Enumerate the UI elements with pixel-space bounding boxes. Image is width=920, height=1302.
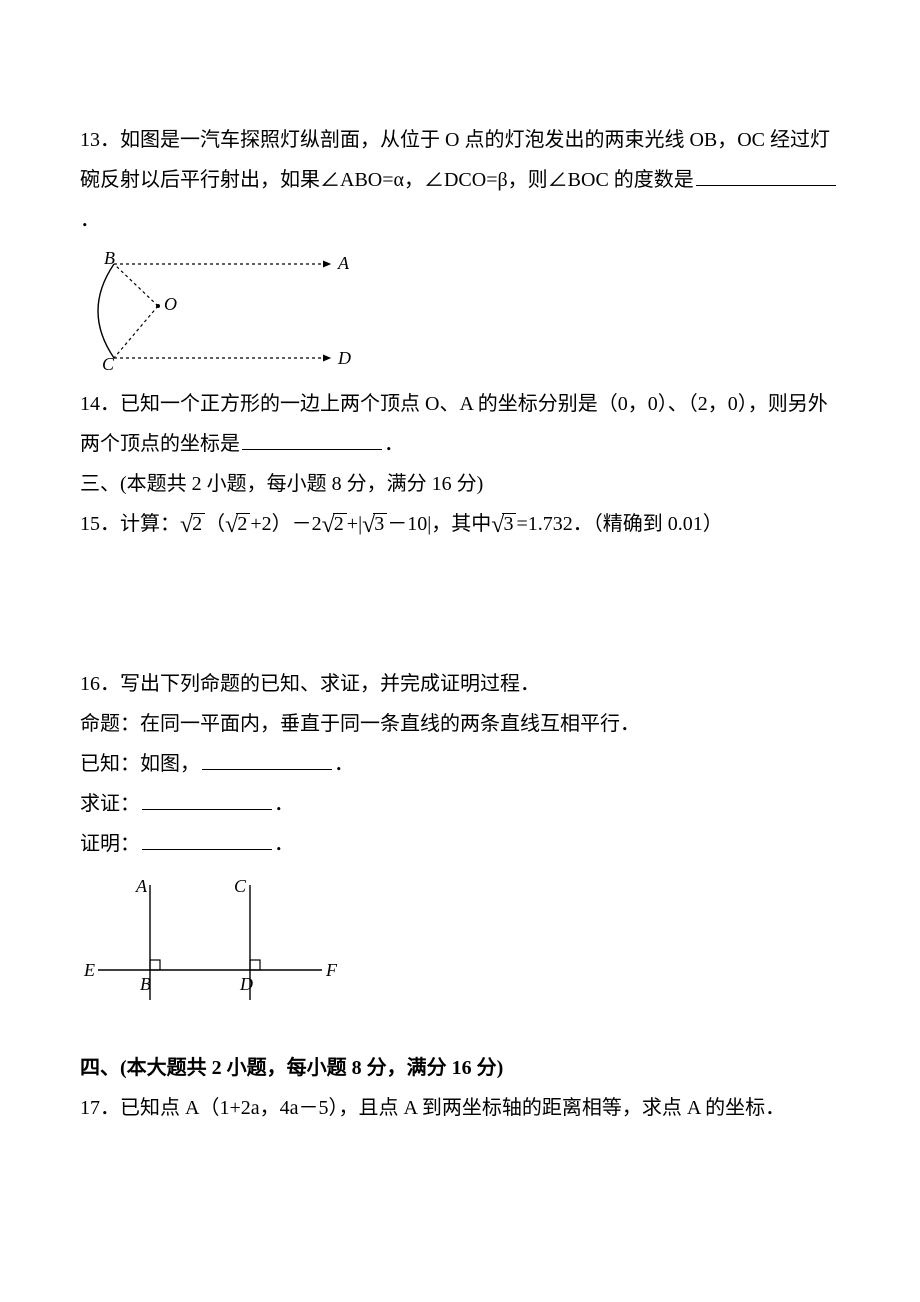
q16-label-b: B: [140, 974, 151, 994]
q15-number: 15．: [80, 513, 120, 535]
q16-prop-text: 在同一平面内，垂直于同一条直线的两条直线互相平行．: [140, 713, 640, 735]
q16-proof: 证明： ．: [80, 824, 840, 864]
q15-rp: ）: [272, 513, 292, 535]
q14-blank: [242, 429, 382, 450]
q15-plus2: +2: [250, 513, 271, 535]
q13-label-d: D: [337, 348, 351, 368]
q16-number: 16．: [80, 673, 120, 695]
q16-paragraph: 16．写出下列命题的已知、求证，并完成证明过程．: [80, 664, 840, 704]
q16-proof-blank: [142, 829, 272, 850]
exam-page: 13．如图是一汽车探照灯纵剖面，从位于 O 点的灯泡发出的两束光线 OB，OC …: [0, 0, 920, 1302]
q16-known-period: ．: [334, 753, 354, 775]
gap-before-sec4: [80, 1018, 840, 1048]
q15-minus: －2: [292, 513, 322, 535]
q16-label-d: D: [239, 974, 253, 994]
section-3-title: 三、(本题共 2 小题，每小题 8 分，满分 16 分): [80, 473, 483, 495]
q15-comma: ，: [431, 513, 451, 535]
q16-proposition: 命题：在同一平面内，垂直于同一条直线的两条直线互相平行．: [80, 704, 840, 744]
q16-known-blank: [202, 749, 332, 770]
q13-figure: B A C D O: [80, 246, 360, 376]
q16-text: 写出下列命题的已知、求证，并完成证明过程．: [120, 673, 540, 695]
q15-eq: =1.732．: [516, 513, 592, 535]
sqrt-2-c: √2: [322, 513, 347, 537]
q15-lp: （: [205, 513, 225, 535]
q15-minus10: －10: [387, 513, 427, 535]
q16-label-c: C: [234, 876, 247, 896]
q15-plus: +: [347, 513, 358, 535]
q16-label-a: A: [135, 876, 148, 896]
q15-pre: 计算：: [120, 513, 180, 535]
q16-proof-label: 证明：: [80, 833, 140, 855]
q14-paragraph: 14．已知一个正方形的一边上两个顶点 O、A 的坐标分别是（0，0）、（2，0）…: [80, 384, 840, 464]
q16-proof-period: ．: [274, 833, 294, 855]
q13-label-c: C: [102, 354, 115, 374]
q15-qizhong: 其中: [451, 513, 491, 535]
q15-tail: （精确到 0.01）: [593, 513, 723, 535]
q16-prove-period: ．: [274, 793, 294, 815]
q14-period: ．: [384, 433, 404, 455]
q13-paragraph: 13．如图是一汽车探照灯纵剖面，从位于 O 点的灯泡发出的两束光线 OB，OC …: [80, 120, 840, 240]
sqrt-3-b: √3: [491, 513, 516, 537]
q16-known: 已知：如图， ．: [80, 744, 840, 784]
q16-prove-blank: [142, 789, 272, 810]
q16-prop-label: 命题：: [80, 713, 140, 735]
sqrt-2-b: √2: [225, 513, 250, 537]
q17-text: 已知点 A（1+2a，4a－5），且点 A 到两坐标轴的距离相等，求点 A 的坐…: [120, 1097, 785, 1119]
q13-label-a: A: [337, 253, 350, 273]
section-4-title: 四、(本大题共 2 小题，每小题 8 分，满分 16 分): [80, 1057, 503, 1079]
section-3-heading: 三、(本题共 2 小题，每小题 8 分，满分 16 分): [80, 464, 840, 504]
q14-number: 14．: [80, 393, 120, 415]
q15-paragraph: 15．计算：√2（√2+2）－2√2+|√3－10|，其中√3=1.732．（精…: [80, 504, 840, 544]
section-4-heading: 四、(本大题共 2 小题，每小题 8 分，满分 16 分): [80, 1048, 840, 1088]
q13-label-b: B: [104, 248, 115, 268]
q13-number: 13．: [80, 129, 120, 151]
q17-paragraph: 17．已知点 A（1+2a，4a－5），且点 A 到两坐标轴的距离相等，求点 A…: [80, 1088, 840, 1128]
sqrt-2-a: √2: [180, 513, 205, 537]
q13-blank: [696, 165, 836, 186]
q16-known-label: 已知：如图，: [80, 753, 200, 775]
q13-label-o: O: [164, 294, 177, 314]
q16-prove: 求证： ．: [80, 784, 840, 824]
sqrt-3-a: √3: [362, 513, 387, 537]
q17-number: 17．: [80, 1097, 120, 1119]
q13-period: ．: [80, 209, 100, 231]
q16-label-f: F: [325, 960, 338, 980]
q16-label-e: E: [83, 960, 95, 980]
q14-text: 已知一个正方形的一边上两个顶点 O、A 的坐标分别是（0，0）、（2，0），则另…: [80, 393, 828, 455]
q16-prove-label: 求证：: [80, 793, 140, 815]
q15-workspace: [80, 544, 840, 664]
q16-figure: A C E F B D: [80, 870, 340, 1010]
